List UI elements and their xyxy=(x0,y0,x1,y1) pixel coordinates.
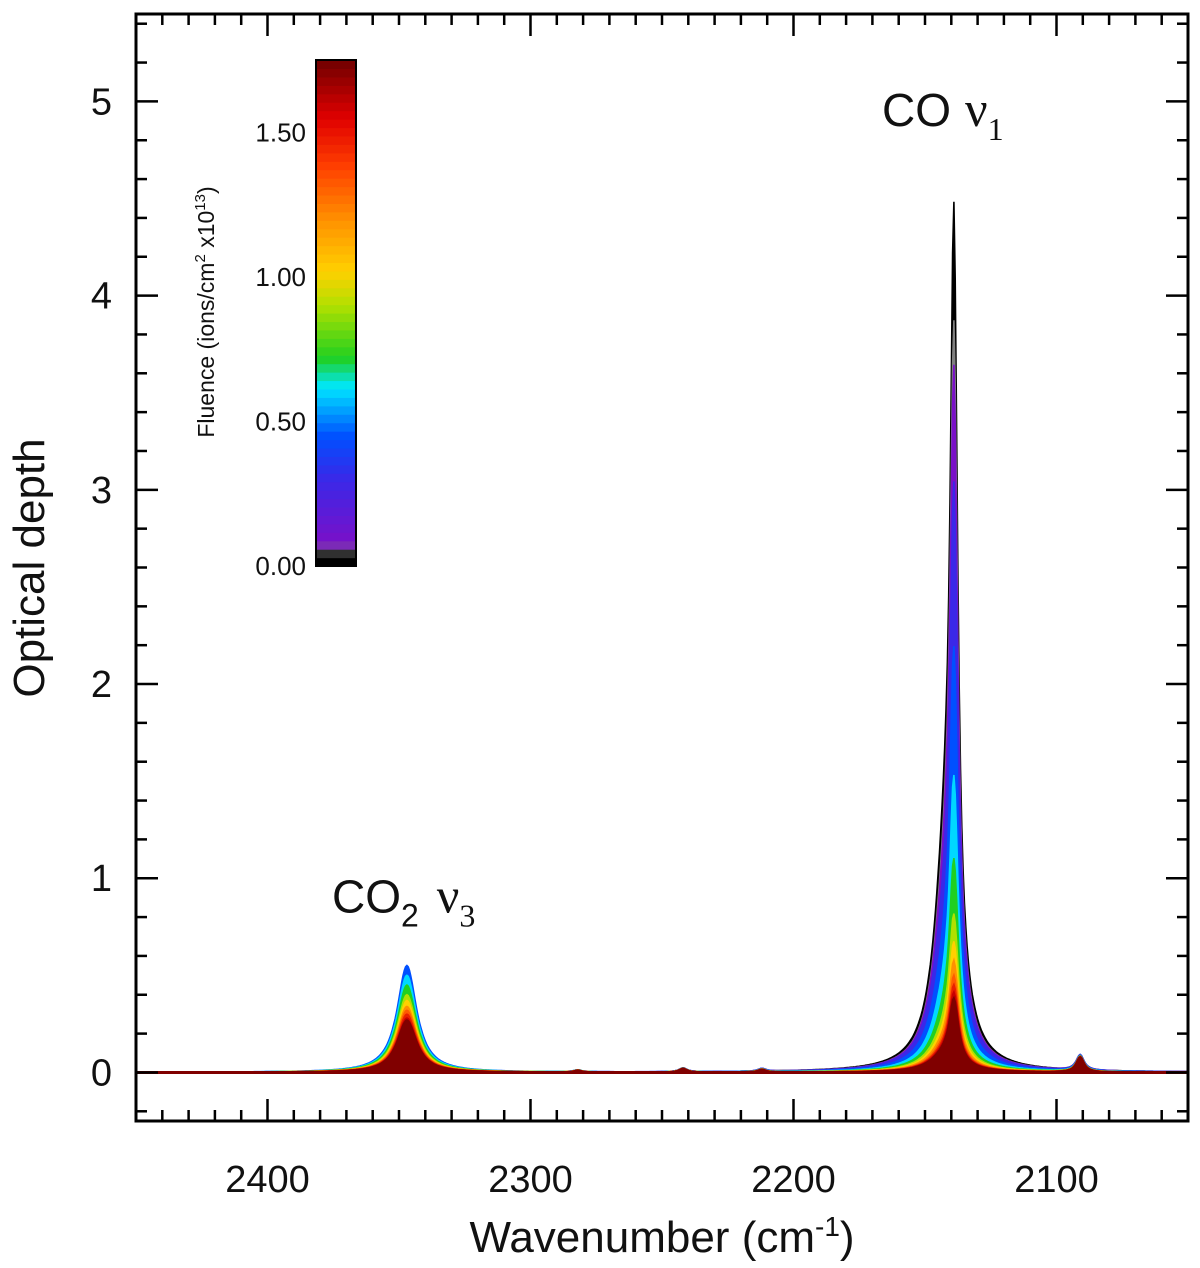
colorbar-segment xyxy=(316,287,356,297)
colorbar-segment xyxy=(316,372,356,382)
colorbar-segment xyxy=(316,68,356,78)
colorbar-title: Fluence (ions/cm2 x1013) xyxy=(192,186,219,437)
colorbar-segment xyxy=(316,178,356,188)
colorbar-tick-label: 1.50 xyxy=(255,117,306,147)
colorbar-segment xyxy=(316,270,356,280)
colorbar-segment xyxy=(316,152,356,162)
colorbar-segment xyxy=(316,127,356,137)
colorbar-segment xyxy=(316,456,356,466)
colorbar-segment xyxy=(316,186,356,196)
y-tick-label: 3 xyxy=(91,470,112,512)
annotation-co-nu1: CO ν1 xyxy=(882,81,1004,147)
spectrum-fill-fluence-1.75 xyxy=(136,997,1188,1073)
colorbar-segment xyxy=(316,169,356,179)
colorbar-segment xyxy=(316,161,356,171)
x-axis-title: Wavenumber (cm-1) xyxy=(469,1211,854,1262)
colorbar-segment xyxy=(316,321,356,331)
colorbar-segment xyxy=(316,329,356,339)
colorbar-segment xyxy=(316,304,356,314)
colorbar-segment xyxy=(316,447,356,457)
colorbar-segment xyxy=(316,296,356,306)
colorbar-segment xyxy=(316,85,356,95)
colorbar-segment xyxy=(316,194,356,204)
colorbar-segment xyxy=(316,557,356,567)
colorbar-segment xyxy=(316,135,356,145)
colorbar-segment xyxy=(316,481,356,491)
colorbar-segment xyxy=(316,473,356,483)
annotation-co2-nu3: CO2 ν3 xyxy=(332,868,475,934)
colorbar-segment xyxy=(316,203,356,213)
colorbar-segment xyxy=(316,515,356,525)
colorbar-segment xyxy=(316,490,356,500)
colorbar-segment xyxy=(316,464,356,474)
x-tick-label: 2300 xyxy=(488,1159,573,1201)
colorbar-frame xyxy=(315,59,357,567)
y-tick-label: 4 xyxy=(91,276,112,318)
y-tick-label: 2 xyxy=(91,664,112,706)
axes-group: 2400 2300 2200 2100 0 1 2 3 4 5 xyxy=(91,12,1190,1201)
y-tick-label: 0 xyxy=(91,1052,112,1094)
colorbar-segment xyxy=(316,431,356,441)
colorbar-segment xyxy=(316,102,356,112)
colorbar-tick-label: 0.00 xyxy=(255,551,306,581)
colorbar-segment xyxy=(316,363,356,373)
colorbar-segment xyxy=(316,253,356,263)
colorbar-segment xyxy=(316,439,356,449)
colorbar-tick-label: 1.00 xyxy=(255,262,306,292)
y-axis-title: Optical depth xyxy=(5,438,54,697)
y-tick-label: 1 xyxy=(91,858,112,900)
colorbar-segment xyxy=(316,506,356,516)
colorbar-segment xyxy=(316,93,356,103)
spectra-series-group xyxy=(136,201,1188,1074)
colorbar-segment xyxy=(316,60,356,70)
colorbar-segment xyxy=(316,110,356,120)
colorbar-segment xyxy=(316,397,356,407)
colorbar-segment xyxy=(316,549,356,559)
colorbar-segment xyxy=(316,380,356,390)
colorbar-segment xyxy=(316,220,356,230)
colorbar-segment xyxy=(316,498,356,508)
colorbar-segment xyxy=(316,523,356,533)
x-tick-label: 2100 xyxy=(1014,1159,1099,1201)
colorbar-segment xyxy=(316,355,356,365)
colorbar-tick-label: 0.50 xyxy=(255,406,306,436)
colorbar-segment xyxy=(316,245,356,255)
colorbar-segment xyxy=(316,540,356,550)
colorbar-segment xyxy=(316,405,356,415)
colorbar-segment xyxy=(316,237,356,247)
colorbar-segment xyxy=(316,228,356,238)
colorbar-segment xyxy=(316,211,356,221)
colorbar-segment xyxy=(316,346,356,356)
x-tick-label: 2200 xyxy=(751,1159,836,1201)
colorbar-segment xyxy=(316,262,356,272)
colorbar-segment xyxy=(316,144,356,154)
x-tick-label: 2400 xyxy=(225,1159,310,1201)
y-tick-label: 5 xyxy=(91,81,112,123)
colorbar-segment xyxy=(316,76,356,86)
colorbar: 0.00 0.50 1.00 1.50 Fluence (ions/cm2 x1013) xyxy=(192,59,357,581)
colorbar-segment xyxy=(316,388,356,398)
colorbar-segment xyxy=(316,279,356,289)
colorbar-segment xyxy=(316,414,356,424)
colorbar-segment xyxy=(316,338,356,348)
colorbar-segment xyxy=(316,422,356,432)
colorbar-segment xyxy=(316,532,356,542)
colorbar-segment xyxy=(316,313,356,323)
colorbar-segment xyxy=(316,119,356,129)
